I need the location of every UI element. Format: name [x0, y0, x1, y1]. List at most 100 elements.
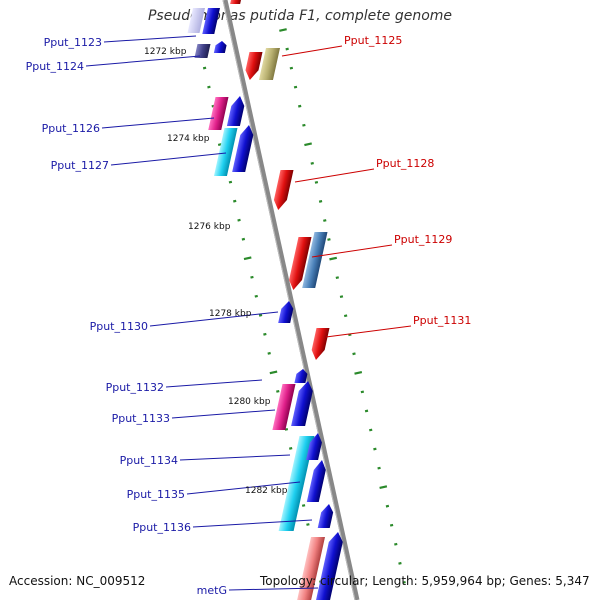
leader-line: [294, 168, 375, 183]
right-track-tick: [304, 142, 312, 147]
leader-line: [179, 454, 291, 461]
left-track-tick: [243, 256, 252, 261]
gene-pput-1134-feature: [278, 436, 315, 531]
left-track-tick: [263, 332, 267, 336]
right-track-tick: [318, 200, 323, 203]
gene-labels: Pput_1123 Pput_1124 Pput_1126 Pput_1127 Pput…: [26, 34, 472, 597]
genome-backbone: [222, 0, 360, 600]
left-track-tick: [250, 275, 254, 279]
scale-label: 1272 kbp: [144, 47, 187, 57]
scale-labels: 1272 kbp 1274 kbp 1276 kbp 1278 kbp 1280 kbp…: [144, 47, 288, 496]
right-track-tick: [352, 352, 356, 356]
gene-label-pput-1132[interactable]: Pput_1132: [106, 381, 164, 394]
gene-pput-1131-cds: [311, 328, 330, 360]
left-track-tick: [202, 66, 207, 70]
gene-label-pput-1124[interactable]: Pput_1124: [26, 60, 84, 73]
right-track-tick: [289, 66, 294, 70]
leader-line: [110, 152, 227, 166]
left-track-tick: [269, 370, 278, 375]
gene-label-pput-1127[interactable]: Pput_1127: [51, 159, 109, 172]
left-track-tick: [276, 389, 280, 393]
gene-pput-1134-cds: [306, 433, 322, 460]
left-track-tick: [306, 523, 310, 526]
leader-line: [103, 35, 197, 43]
leader-line: [171, 409, 276, 419]
left-track-tick: [241, 237, 246, 241]
leader-line: [228, 587, 319, 591]
gene-label-pput-1126[interactable]: Pput_1126: [42, 122, 100, 135]
leader-line: [186, 481, 301, 495]
gene-label-pput-1130[interactable]: Pput_1130: [90, 320, 148, 333]
gene-pput-1126-feature: [208, 97, 229, 130]
genome-summary-text: Topology: circular; Length: 5,959,964 bp…: [260, 574, 590, 588]
gene-pput-1136-cds: [317, 504, 334, 528]
right-track-tick: [398, 561, 402, 565]
right-track-tick: [373, 447, 377, 451]
gene-label-pput-1123[interactable]: Pput_1123: [44, 36, 102, 49]
gene-pput-1126-cds: [226, 96, 245, 126]
scale-label: 1276 kbp: [188, 222, 231, 232]
right-track-tick: [343, 314, 348, 318]
gene-pput-1124-feature: [194, 44, 211, 58]
scale-label: 1274 kbp: [167, 134, 210, 144]
right-track-tick: [369, 428, 373, 432]
left-track-tick: [254, 294, 258, 298]
gene-label-pput-1129[interactable]: Pput_1129: [394, 233, 452, 246]
left-track-tick: [207, 85, 211, 89]
right-track-tick: [335, 276, 340, 280]
scale-label: 1280 kbp: [228, 397, 271, 407]
right-track-tick: [394, 542, 398, 546]
right-track-tick: [285, 47, 289, 51]
label-leader-lines: [85, 35, 412, 591]
left-track-tick: [237, 218, 241, 222]
right-track-tick: [385, 504, 390, 508]
gene-metg-cds: [316, 532, 343, 600]
left-track-tick: [288, 447, 293, 450]
gene-label-pput-1125[interactable]: Pput_1125: [344, 34, 402, 47]
gene-label-metg[interactable]: metG: [197, 584, 227, 597]
gene-metg-feature: [297, 537, 325, 600]
right-track-tick: [360, 390, 365, 394]
gene-label-pput-1128[interactable]: Pput_1128: [376, 157, 434, 170]
leader-line: [85, 55, 201, 67]
left-track-tick: [258, 313, 263, 317]
gene-pput-1124-cds: [213, 41, 227, 53]
left-track-tick: [233, 199, 237, 203]
gene-pput-1125-cds: [245, 52, 263, 80]
right-track-tick: [379, 485, 388, 490]
right-track-tick: [329, 256, 338, 261]
right-track-tick: [310, 161, 314, 165]
right-track-tick: [323, 219, 327, 222]
leader-line: [101, 117, 215, 129]
gene-pput-1133-feature: [272, 384, 296, 430]
gene-label-pput-1133[interactable]: Pput_1133: [112, 412, 170, 425]
leader-line: [165, 379, 263, 388]
gene-label-pput-1136[interactable]: Pput_1136: [133, 521, 191, 534]
gene-label-pput-1131[interactable]: Pput_1131: [413, 314, 471, 327]
map-title: Pseudomonas putida F1, complete genome: [147, 8, 453, 24]
right-track-tick: [402, 580, 406, 584]
gene-label-pput-1134[interactable]: Pput_1134: [120, 454, 178, 467]
right-track-tick: [327, 238, 331, 241]
gene-features: [187, 0, 343, 600]
right-track-tick: [302, 123, 306, 127]
right-track-tick: [339, 295, 344, 299]
gene-pput-1129-cds: [289, 237, 312, 290]
gene-pput-1127-feature: [213, 128, 238, 176]
right-track-tick: [314, 180, 319, 184]
genome-backbone-highlight: [222, 0, 356, 600]
gene-label-pput-1135[interactable]: Pput_1135: [127, 488, 185, 501]
accession-text: Accession: NC_009512: [9, 574, 146, 588]
scale-label: 1278 kbp: [209, 309, 252, 319]
gene-pput-1130-cds: [278, 301, 294, 323]
right-track-tick: [293, 85, 298, 89]
right-track-tick: [389, 523, 394, 527]
gene-pput-1127-cds: [232, 125, 254, 172]
leader-line: [149, 311, 279, 327]
leader-line: [192, 519, 313, 528]
gene-pput-1123-cds: [202, 8, 220, 34]
right-track-tick: [364, 409, 369, 413]
right-track-tick: [377, 466, 381, 470]
leader-line: [325, 325, 412, 338]
